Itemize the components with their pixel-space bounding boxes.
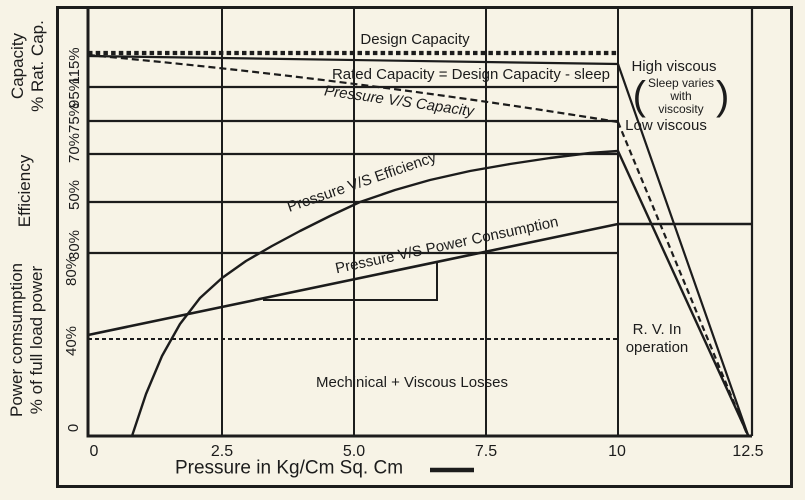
sleep-note-line3: viscosity	[658, 101, 704, 116]
high-viscous-label: High viscous	[631, 57, 717, 75]
y-tick-0: 0	[64, 423, 82, 433]
y-tick-50: 50%	[65, 179, 83, 211]
horizontal-gridlines	[88, 85, 618, 255]
y-tick-40: 40%	[62, 325, 80, 357]
capacity-label-line2: % Rat. Cap.	[28, 20, 47, 112]
x-tick-2-5: 2.5	[210, 443, 234, 461]
pressure-vs-efficiency-curve	[130, 149, 620, 438]
power-label-line2: % of full load power	[27, 265, 46, 415]
x-tick-5-0: 5.0	[342, 443, 366, 461]
x-axis-label: Pressure in Kg/Cm Sq. Cm	[174, 457, 404, 479]
losses-label: Mechinical + Viscous Losses	[316, 373, 508, 391]
rv-in-operation-label: R. V. In operation	[626, 321, 689, 357]
sleep-note-line2: with	[670, 88, 692, 103]
efficiency-drop-line	[616, 150, 750, 436]
x-tick-0: 0	[89, 443, 99, 461]
y-group-efficiency-label: Efficiency	[15, 154, 34, 228]
pressure-vs-power-line	[87, 222, 752, 337]
sleep-note-open-paren: (	[632, 74, 646, 118]
capacity-label-line1: Capacity	[8, 32, 27, 100]
y-tick-70: 70%	[65, 132, 83, 164]
rv-label-line1: R. V. In	[632, 321, 682, 338]
x-tick-7-5: 7.5	[474, 443, 498, 461]
y-tick-80: 80%	[62, 255, 80, 287]
rv-label-line2: operation	[625, 339, 689, 356]
y-group-capacity-label: Capacity % Rat. Cap.	[8, 20, 48, 112]
power-step-line	[263, 263, 438, 301]
x-tick-12-5: 12.5	[732, 443, 764, 461]
vertical-gridlines	[221, 7, 619, 436]
sleep-note-close-paren: )	[716, 74, 730, 118]
low-viscous-label: Low viscous	[625, 116, 707, 134]
x-tick-10: 10	[608, 443, 626, 461]
power-label-line1: Power comsumption	[7, 262, 26, 418]
design-capacity-label: Design Capacity	[360, 30, 470, 48]
rated-capacity-label: Rated Capacity = Design Capacity - sleep	[331, 65, 611, 83]
y-tick-75: 75%	[65, 102, 83, 134]
y-group-power-label: Power comsumption % of full load power	[7, 263, 47, 417]
sleep-note-text: Sleep varies with viscosity	[646, 75, 716, 116]
rated-capacity-line	[87, 54, 750, 436]
figure-frame	[56, 6, 793, 488]
capacity-drop-dashed-line	[616, 121, 749, 435]
sleep-note-line1: Sleep varies	[647, 75, 715, 90]
pressure-vs-capacity-line	[87, 53, 619, 124]
sleep-note: ( Sleep varies with viscosity )	[633, 76, 730, 116]
